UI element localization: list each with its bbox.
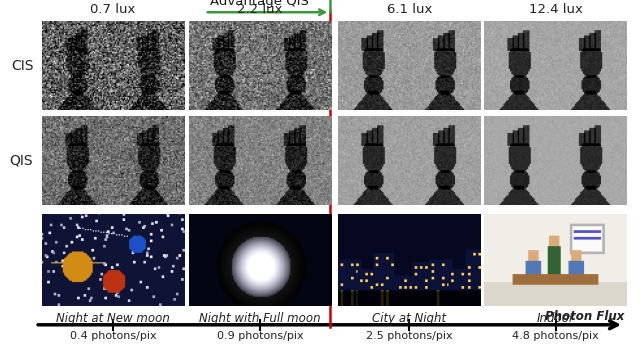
Text: 0.4 photons/pix: 0.4 photons/pix: [70, 331, 156, 341]
Text: CIS: CIS: [11, 60, 33, 74]
Text: Photon Flux: Photon Flux: [545, 310, 624, 323]
Text: 0.9 photons/pix: 0.9 photons/pix: [217, 331, 303, 341]
Text: 6.1 lux: 6.1 lux: [387, 3, 432, 16]
Text: 2.5 photons/pix: 2.5 photons/pix: [366, 331, 452, 341]
Text: 0.7 lux: 0.7 lux: [90, 3, 136, 16]
Text: Night at New moon: Night at New moon: [56, 312, 170, 325]
Text: QIS: QIS: [10, 154, 33, 168]
Text: Advantage QIS: Advantage QIS: [210, 0, 308, 8]
Text: 12.4 lux: 12.4 lux: [529, 3, 583, 16]
Text: City at Night: City at Night: [372, 312, 446, 325]
Text: 2.2 lux: 2.2 lux: [237, 3, 283, 16]
Text: Night with Full moon: Night with Full moon: [199, 312, 321, 325]
Text: Indoor: Indoor: [537, 312, 575, 325]
Text: 4.8 photons/pix: 4.8 photons/pix: [513, 331, 599, 341]
